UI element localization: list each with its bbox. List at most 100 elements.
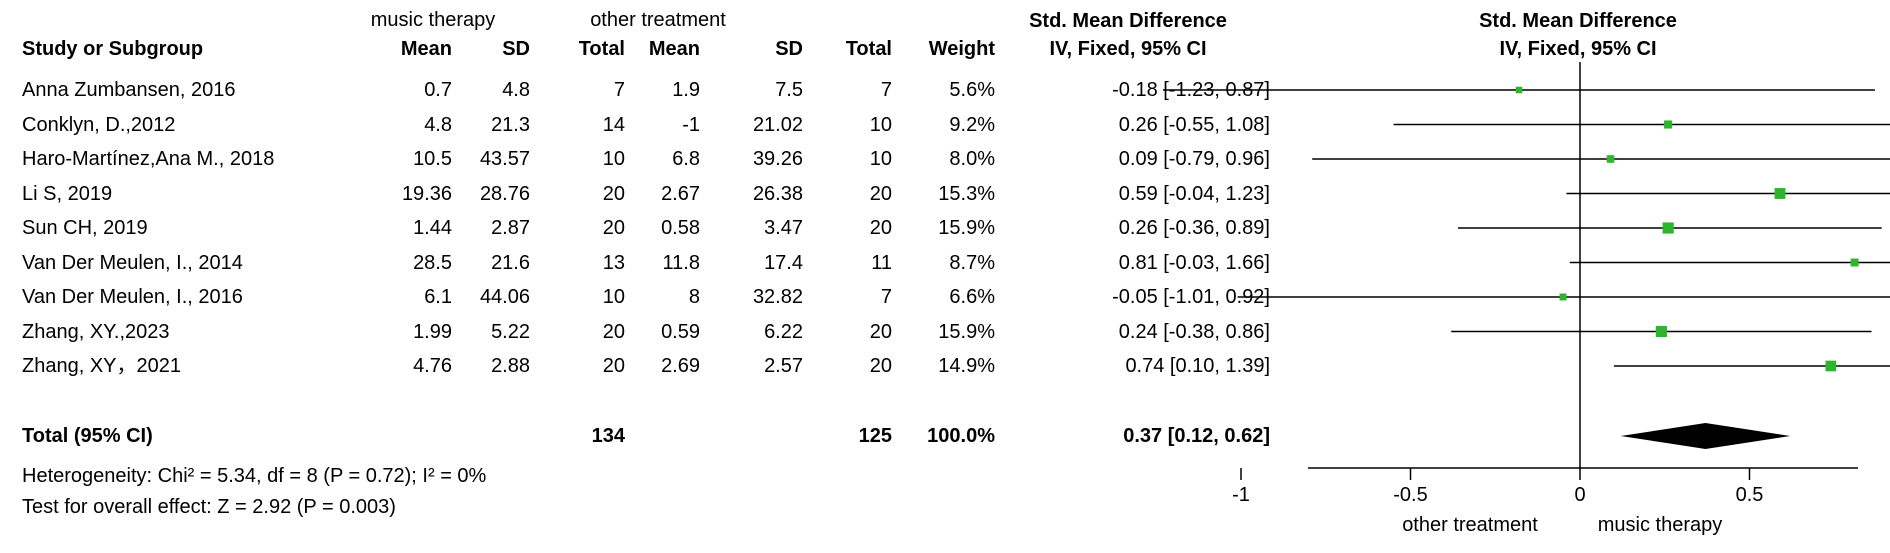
study-n1-cell: 20: [602, 217, 625, 239]
study-sd1-cell: 21.3: [491, 113, 530, 136]
study-ci-cell: 0.81 [-0.03, 1.66]: [1118, 251, 1270, 274]
pooled-diamond: [1620, 423, 1791, 449]
study-n1-cell: 20: [602, 182, 625, 205]
study-mean1-cell: 4.76: [413, 355, 452, 377]
weight-header: Weight: [928, 38, 995, 60]
study-mean1-cell: 6.1: [424, 286, 452, 308]
effect-square: [1774, 188, 1786, 199]
study-n1-cell: 20: [602, 355, 625, 377]
study-weight-cell: 15.9%: [938, 217, 995, 239]
study-column-header: Study or Subgroup: [22, 38, 204, 60]
effect-square: [1825, 360, 1837, 372]
study-sd1-cell: 43.57: [479, 148, 530, 170]
effect-square: [1664, 120, 1673, 129]
study-n1-cell: 14: [602, 113, 625, 136]
study-name-cell: Zhang, XY.,2023: [22, 320, 170, 343]
study-ci-cell: 0.59 [-0.04, 1.23]: [1118, 182, 1270, 205]
total-weight: 100.0%: [927, 425, 995, 447]
study-mean2-cell: 11.8: [662, 251, 700, 274]
study-mean1-cell: 1.99: [413, 320, 452, 343]
effect-square: [1515, 86, 1523, 94]
effect-table-subheader: IV, Fixed, 95% CI: [1049, 38, 1207, 60]
study-n1-cell: 13: [602, 251, 625, 274]
study-sd1-cell: 44.06: [479, 286, 530, 308]
effect-square: [1850, 258, 1859, 267]
study-mean1-cell: 4.8: [424, 113, 452, 136]
study-weight-cell: 6.6%: [949, 286, 995, 308]
study-sd2-cell: 7.5: [775, 79, 803, 101]
study-n1-cell: 10: [602, 286, 625, 308]
study-name-cell: Van Der Meulen, I., 2014: [22, 251, 243, 274]
study-sd1-cell: 4.8: [502, 79, 530, 101]
study-sd2-cell: 39.26: [752, 148, 803, 170]
study-ci-cell: 0.74 [0.10, 1.39]: [1125, 355, 1270, 377]
total-ci: 0.37 [0.12, 0.62]: [1123, 425, 1270, 447]
study-sd1-cell: 5.22: [491, 320, 530, 343]
study-weight-cell: 15.9%: [938, 320, 995, 343]
heterogeneity-text: Heterogeneity: Chi² = 5.34, df = 8 (P = …: [22, 465, 487, 487]
effect-square: [1606, 155, 1615, 163]
group1-header: music therapy: [370, 9, 496, 31]
group2-header: other treatment: [590, 9, 726, 31]
study-mean2-cell: 0.58: [661, 217, 700, 239]
study-sd2-cell: 6.22: [764, 320, 803, 343]
study-weight-cell: 8.0%: [949, 148, 995, 170]
study-sd1-cell: 2.88: [491, 355, 530, 377]
study-weight-cell: 5.6%: [949, 79, 995, 101]
total-label: Total (95% CI): [22, 425, 153, 447]
study-sd2-cell: 2.57: [764, 355, 803, 377]
effect-plot-subheader: IV, Fixed, 95% CI: [1499, 38, 1657, 60]
study-mean2-cell: 2.69: [661, 355, 700, 377]
total2-value: 125: [858, 425, 892, 447]
effect-plot-header: Std. Mean Difference: [1479, 10, 1677, 32]
total1-value: 134: [591, 425, 625, 447]
mean2-header: Mean: [648, 38, 700, 60]
study-n2-cell: 10: [869, 113, 892, 136]
effect-square: [1662, 222, 1674, 234]
study-mean1-cell: 0.7: [424, 79, 452, 101]
study-weight-cell: 9.2%: [949, 113, 995, 136]
total1-header: Total: [578, 38, 625, 60]
total2-header: Total: [845, 38, 892, 60]
study-mean1-cell: 1.44: [413, 217, 452, 239]
study-n2-cell: 20: [869, 217, 892, 239]
study-n2-cell: 10: [869, 148, 892, 170]
study-mean1-cell: 10.5: [413, 148, 452, 170]
study-ci-cell: 0.26 [-0.55, 1.08]: [1118, 113, 1270, 136]
x-tick-label: -0.5: [1393, 484, 1428, 506]
x-tick-label: 0: [1574, 484, 1586, 506]
study-sd2-cell: 3.47: [764, 217, 803, 239]
effect-square: [1559, 293, 1567, 301]
study-mean2-cell: -1: [682, 113, 700, 136]
study-mean1-cell: 28.5: [413, 251, 452, 274]
study-ci-cell: 0.24 [-0.38, 0.86]: [1118, 320, 1270, 343]
favours-left-label: other treatment: [1402, 514, 1538, 536]
study-weight-cell: 15.3%: [938, 182, 995, 205]
study-name-cell: Van Der Meulen, I., 2016: [22, 286, 243, 308]
study-n2-cell: 7: [880, 79, 892, 101]
x-tick-label: -1: [1232, 484, 1250, 506]
study-sd2-cell: 26.38: [752, 182, 803, 205]
x-tick-label: 1: [1879, 483, 1890, 507]
mean1-header: Mean: [400, 38, 452, 60]
study-mean2-cell: 1.9: [672, 79, 700, 101]
study-name-cell: Haro-Martínez,Ana M., 2018: [22, 148, 275, 170]
study-name-cell: Conklyn, D.,2012: [22, 113, 176, 136]
study-n2-cell: 20: [869, 320, 892, 343]
overall-effect-text: Test for overall effect: Z = 2.92 (P = 0…: [22, 496, 396, 518]
study-mean2-cell: 8: [688, 286, 700, 308]
study-ci-cell: 0.09 [-0.79, 0.96]: [1118, 148, 1270, 170]
study-n1-cell: 20: [602, 320, 625, 343]
study-sd1-cell: 28.76: [479, 182, 530, 205]
study-mean2-cell: 6.8: [672, 148, 700, 170]
study-weight-cell: 14.9%: [938, 355, 995, 377]
study-mean1-cell: 19.36: [401, 182, 452, 205]
study-n1-cell: 10: [602, 148, 625, 170]
study-n2-cell: 11: [871, 251, 892, 274]
study-mean2-cell: 0.59: [661, 320, 700, 343]
study-ci-cell: 0.26 [-0.36, 0.89]: [1118, 217, 1270, 239]
sd2-header: SD: [775, 38, 803, 60]
study-mean2-cell: 2.67: [661, 182, 700, 205]
study-name-cell: Sun CH, 2019: [22, 217, 148, 239]
